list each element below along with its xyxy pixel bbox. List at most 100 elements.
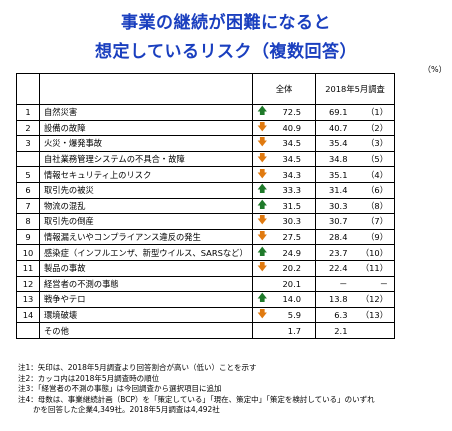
page-title-line1: 事業の継続が困難になると xyxy=(121,13,331,33)
prev-rank-cell: （1） xyxy=(355,104,396,121)
trend-icon: 🡇 xyxy=(251,228,272,246)
table-row: 7 物流の混乱 🡅 31.5 30.3 （8） xyxy=(16,197,396,215)
trend-icon: 🡇 xyxy=(251,306,272,324)
trend-icon: 🡇 xyxy=(251,166,272,183)
header-rank xyxy=(16,73,40,105)
rank-cell: 10 xyxy=(16,244,40,261)
y2018-value-cell: 30.3 xyxy=(315,197,356,215)
table-row: 11 製品の事故 🡇 20.2 22.4 （11） xyxy=(16,259,396,277)
arrow-down-icon: 🡇 xyxy=(257,215,268,227)
footnote-line: 注1：矢印は、2018年5月調査より回答割合が高い（低い）ことを示す xyxy=(18,363,257,372)
prev-rank-cell: （3） xyxy=(355,135,396,152)
header-item xyxy=(39,73,253,105)
rank-cell: 3 xyxy=(16,135,40,152)
table-row: 14 環境破壊 🡇 5.9 6.3 （13） xyxy=(16,306,396,324)
table-row: 8 取引先の倒産 🡇 30.3 30.7 （7） xyxy=(16,213,396,230)
prev-rank-cell: （12） xyxy=(355,291,396,308)
total-value-cell: 31.5 xyxy=(271,197,316,215)
rank-cell: 12 xyxy=(16,275,40,293)
footnote-line: 注4：母数は、事業継続計画（BCP）を「策定している」「現在、策定中」「策定を検… xyxy=(18,394,375,404)
risk-table: 全体 2018年5月調査 1 自然災害 🡅 72.5 69.1 （1） 2 設備の故障 🡇 40.… xyxy=(16,73,396,339)
footnote-line: 注3：「経営者の不測の事態」は今回調査から選択項目に追加 xyxy=(18,384,222,394)
y2018-value-cell: 28.4 xyxy=(315,228,356,246)
y2018-value-cell: 34.8 xyxy=(315,150,356,168)
arrow-up-icon: 🡅 xyxy=(257,184,268,196)
unit-label: （%） xyxy=(423,65,447,74)
arrow-down-icon: 🡇 xyxy=(257,137,268,149)
risk-item-cell: 戦争やテロ xyxy=(39,291,253,308)
prev-rank-cell: （13） xyxy=(355,306,396,324)
risk-item-cell: 情報漏えいやコンプライアンス違反の発生 xyxy=(39,228,253,246)
y2018-value-cell: － xyxy=(315,275,356,293)
risk-item-cell: 自然災害 xyxy=(39,104,253,121)
total-value-cell: 72.5 xyxy=(271,104,316,121)
total-value-cell: 20.2 xyxy=(271,259,316,277)
y2018-value-cell: 23.7 xyxy=(315,244,356,261)
risk-item-cell: 経営者の不測の事態 xyxy=(39,275,253,293)
y2018-value-cell: 69.1 xyxy=(315,104,356,121)
trend-icon: 🡇 xyxy=(251,259,272,277)
risk-item-cell: 設備の故障 xyxy=(39,119,253,137)
table-row: 13 戦争やテロ 🡅 14.0 13.8 （12） xyxy=(16,291,396,308)
total-value-cell: 5.9 xyxy=(271,306,316,324)
footnote-line: かを回答した企業4,349社。2018年5月調査は4,492社 xyxy=(18,405,220,415)
footnote-line: 注2：カッコ内は2018年5月調査時の順位 xyxy=(18,373,160,383)
table-row: 9 情報漏えいやコンプライアンス違反の発生 🡇 27.5 28.4 （9） xyxy=(16,228,396,246)
arrow-up-icon: 🡅 xyxy=(257,199,268,211)
prev-rank-cell: （11） xyxy=(355,259,396,277)
rank-cell: 7 xyxy=(16,197,40,215)
total-value-cell: 14.0 xyxy=(271,291,316,308)
trend-icon: 🡅 xyxy=(251,291,272,308)
header-total: 全体 xyxy=(252,73,316,105)
trend-icon: 🡇 xyxy=(251,150,272,168)
prev-rank-cell: （8） xyxy=(355,197,396,215)
rank-cell: 14 xyxy=(16,306,40,324)
prev-rank-cell: （9） xyxy=(355,228,396,246)
table-row: 自社業務管理システムの不具合・故障 🡇 34.5 34.8 （5） xyxy=(16,150,396,168)
prev-rank-cell: － xyxy=(355,275,396,293)
table-row: 3 火災・爆発事故 🡇 34.5 35.4 （3） xyxy=(16,135,396,152)
risk-item-cell: その他 xyxy=(39,322,253,339)
total-value-cell: 34.3 xyxy=(271,166,316,183)
y2018-value-cell: 22.4 xyxy=(315,259,356,277)
table-row: 10 感染症（インフルエンザ、新型ウイルス、SARSなど） 🡅 24.9 23.7 （10… xyxy=(16,244,396,261)
arrow-down-icon: 🡇 xyxy=(257,168,268,180)
prev-rank-cell: （6） xyxy=(355,181,396,199)
page-title-line2: 想定しているリスク（複数回答） xyxy=(95,42,357,62)
risk-item-cell: 製品の事故 xyxy=(39,259,253,277)
risk-item-cell: 情報セキュリティ上のリスク xyxy=(39,166,253,183)
total-value-cell: 33.3 xyxy=(271,181,316,199)
y2018-value-cell: 6.3 xyxy=(315,306,356,324)
risk-item-cell: 火災・爆発事故 xyxy=(39,135,253,152)
rank-cell: 11 xyxy=(16,259,40,277)
rank-cell: 13 xyxy=(16,291,40,308)
table-row: その他 1.7 2.1 xyxy=(16,322,396,339)
y2018-value-cell: 40.7 xyxy=(315,119,356,137)
y2018-value-cell: 31.4 xyxy=(315,181,356,199)
header-2018: 2018年5月調査 xyxy=(315,73,395,105)
total-value-cell: 1.7 xyxy=(271,322,316,339)
prev-rank-cell xyxy=(355,322,396,339)
total-value-cell: 34.5 xyxy=(271,150,316,168)
trend-icon: 🡅 xyxy=(251,181,272,199)
arrow-up-icon: 🡅 xyxy=(257,246,268,258)
arrow-up-icon: 🡅 xyxy=(257,106,268,118)
table-row: 12 経営者の不測の事態 20.1 －－ xyxy=(16,275,396,293)
prev-rank-cell: （7） xyxy=(355,213,396,230)
table-row: 2 設備の故障 🡇 40.9 40.7 （2） xyxy=(16,119,396,137)
total-value-cell: 27.5 xyxy=(271,228,316,246)
rank-cell xyxy=(16,150,40,168)
y2018-value-cell: 2.1 xyxy=(315,322,356,339)
trend-icon: 🡅 xyxy=(251,104,272,121)
rank-cell: 6 xyxy=(16,181,40,199)
y2018-value-cell: 30.7 xyxy=(315,213,356,230)
y2018-value-cell: 35.4 xyxy=(315,135,356,152)
rank-cell: 8 xyxy=(16,213,40,230)
rank-cell: 1 xyxy=(16,104,40,121)
rank-cell: 2 xyxy=(16,119,40,137)
trend-icon: 🡇 xyxy=(251,213,272,230)
risk-item-cell: 取引先の被災 xyxy=(39,181,253,199)
y2018-value-cell: 35.1 xyxy=(315,166,356,183)
total-value-cell: 24.9 xyxy=(271,244,316,261)
prev-rank-cell: （5） xyxy=(355,150,396,168)
